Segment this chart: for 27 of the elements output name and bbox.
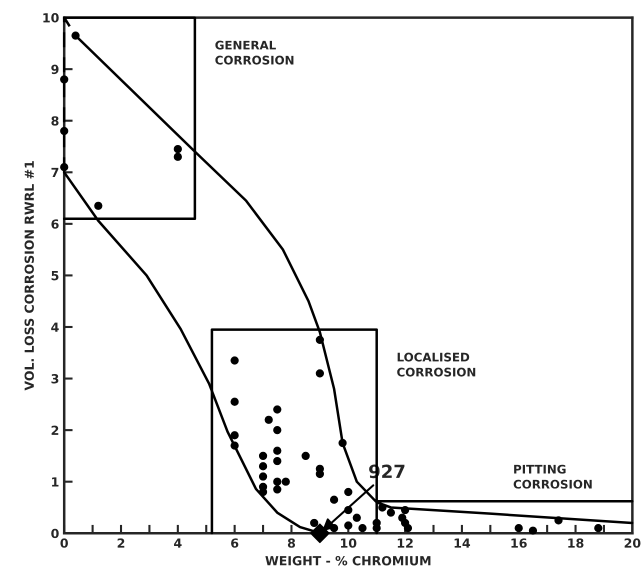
annotation: GENERAL CORROSION [215, 40, 294, 65]
y-tick-label: 1 [52, 477, 58, 486]
x-tick-label: 16 [511, 538, 527, 548]
y-tick-label: 10 [43, 13, 59, 23]
y-axis-title: VOL. LOSS CORROSION RWRL #1 [24, 161, 34, 391]
x-tick-label: 8 [288, 538, 296, 548]
y-tick-label: 9 [51, 64, 59, 74]
y-tick-label: 0 [51, 528, 59, 538]
x-tick-label: 14 [454, 538, 470, 548]
x-tick-label: 10 [341, 538, 356, 548]
annotation: LOCALISED CORROSION [397, 352, 476, 377]
annotation: PITTING CORROSION [514, 464, 592, 489]
x-tick-label: 20 [624, 538, 640, 548]
y-tick-label: 7 [51, 168, 58, 178]
y-tick-label: 4 [51, 322, 59, 332]
x-axis-title: WEIGHT - % CHROMIUM [265, 556, 430, 566]
x-tick-label: 4 [174, 538, 182, 548]
y-tick-label: 8 [51, 116, 59, 126]
x-tick-label: 6 [231, 538, 238, 548]
y-tick-label: 5 [52, 271, 58, 280]
x-tick-label: 12 [398, 538, 413, 548]
y-tick-label: 6 [51, 219, 59, 229]
y-tick-label: 3 [51, 374, 58, 384]
y-tick-label: 2 [52, 426, 58, 435]
x-tick-label: 18 [568, 538, 584, 548]
x-tick-label: 0 [60, 538, 68, 548]
x-tick-label: 2 [118, 538, 124, 548]
